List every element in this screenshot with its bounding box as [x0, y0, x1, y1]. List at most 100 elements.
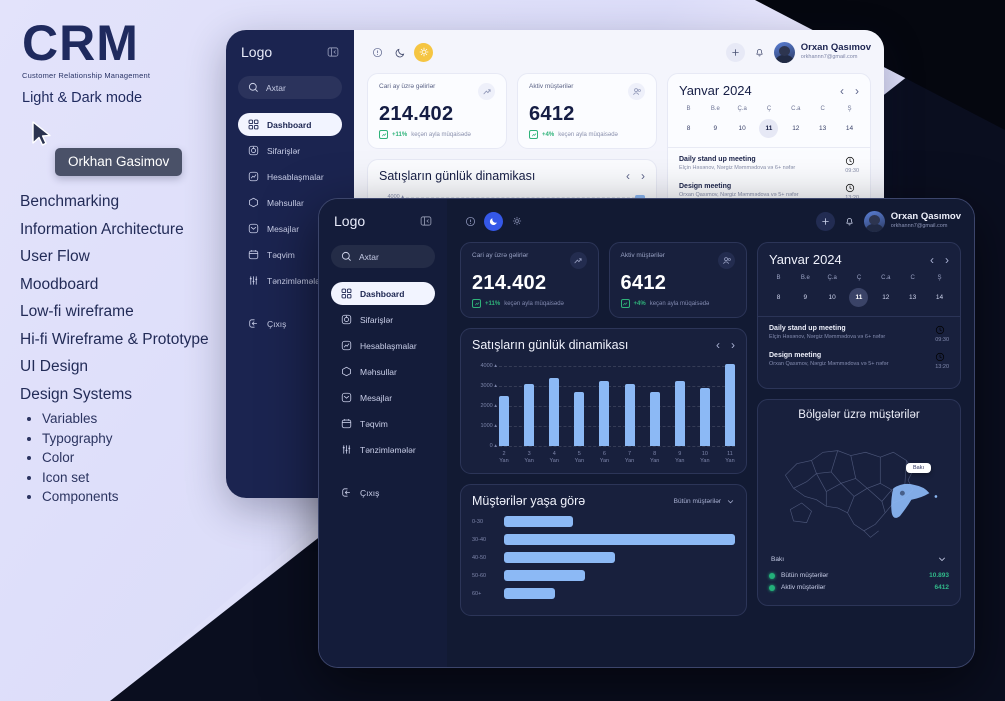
- info-icon[interactable]: [368, 43, 387, 62]
- sidebar-item-settlements[interactable]: Hesablaşmalar: [331, 334, 435, 357]
- bell-icon[interactable]: [844, 216, 855, 227]
- azerbaijan-map[interactable]: Bakı: [769, 425, 949, 547]
- sidebar-item-logout[interactable]: Çıxış: [331, 481, 435, 504]
- sidebar-item-dashboard[interactable]: Dashboard: [238, 113, 342, 136]
- age-row: 0-30: [472, 516, 735, 527]
- plus-icon[interactable]: [815, 211, 835, 231]
- calendar-day-selected[interactable]: 11: [759, 119, 779, 138]
- event-title: Design meeting: [769, 352, 822, 359]
- sidebar-item-products[interactable]: Məhsullar: [238, 191, 342, 214]
- legend-dot-icon: [769, 572, 775, 579]
- calendar-day[interactable]: 10: [828, 294, 836, 301]
- panel-collapse-icon[interactable]: [327, 46, 339, 58]
- search-input[interactable]: Axtar: [331, 245, 435, 268]
- dashboard-dark-panel[interactable]: Logo Axtar Dashboard Sifarişlər Hesablaş…: [318, 198, 975, 668]
- calendar-event[interactable]: Design meeting Orxan Qasımov, Nərgiz Məmm…: [769, 352, 949, 370]
- bar[interactable]: [724, 364, 735, 446]
- sidebar-item-messages[interactable]: Mesajlar: [331, 386, 435, 409]
- moon-icon[interactable]: [391, 43, 410, 62]
- calendar-weekday: C.a: [791, 106, 801, 112]
- sidebar-item-calendar[interactable]: Təqvim: [238, 243, 342, 266]
- bar[interactable]: [504, 588, 555, 599]
- calendar-day[interactable]: 10: [738, 125, 746, 132]
- sidebar-item-messages[interactable]: Mesajlar: [238, 217, 342, 240]
- bar[interactable]: [549, 378, 560, 446]
- theme-toggle[interactable]: [367, 42, 434, 63]
- trend-badge-icon: [620, 299, 630, 308]
- sidebar-item-products[interactable]: Məhsullar: [331, 360, 435, 383]
- chevron-left-icon[interactable]: ‹: [930, 252, 934, 267]
- calendar-day[interactable]: 9: [713, 125, 718, 132]
- sidebar-item-logout[interactable]: Çıxış: [238, 312, 342, 335]
- kpi-label: Aktiv müştərilər: [529, 83, 574, 90]
- bar[interactable]: [504, 552, 615, 563]
- bar[interactable]: [504, 534, 735, 545]
- calendar-event[interactable]: Daily stand up meeting Elçin Həsənov, Nər…: [679, 156, 859, 174]
- card-title: Satışların günlük dinamikası: [379, 169, 536, 183]
- chevron-right-icon[interactable]: ›: [731, 338, 735, 352]
- age-row: 40-50: [472, 552, 735, 563]
- chevron-left-icon[interactable]: ‹: [840, 83, 844, 98]
- chevron-right-icon[interactable]: ›: [945, 252, 949, 267]
- theme-toggle[interactable]: [460, 211, 527, 232]
- panel-collapse-icon[interactable]: [420, 215, 432, 227]
- list-item: Color: [42, 450, 260, 465]
- design-system-sublist: Variables Typography Color Icon set Comp…: [42, 411, 260, 504]
- bar[interactable]: [674, 381, 685, 446]
- bar[interactable]: [699, 388, 710, 446]
- calendar-day[interactable]: 13: [909, 294, 917, 301]
- sidebar-item-settlements[interactable]: Hesablaşmalar: [238, 165, 342, 188]
- sidebar-item-dashboard[interactable]: Dashboard: [331, 282, 435, 305]
- region-selector[interactable]: Bakı: [771, 554, 947, 564]
- bar[interactable]: [504, 570, 585, 581]
- bar[interactable]: [499, 396, 509, 446]
- calendar-day[interactable]: 9: [803, 294, 808, 301]
- gear-icon[interactable]: [507, 212, 526, 231]
- clock-icon: [935, 325, 949, 335]
- chevron-right-icon[interactable]: ›: [855, 83, 859, 98]
- bar[interactable]: [649, 392, 660, 446]
- age-track: [504, 570, 735, 581]
- calendar-day-selected[interactable]: 11: [849, 288, 869, 307]
- event-title: Daily stand up meeting: [679, 156, 756, 163]
- legend-value: 6412: [934, 584, 949, 591]
- sidebar-item-label: Tənzimləmələr: [360, 444, 416, 455]
- user-menu[interactable]: Orxan Qasımov orkhannn7@gmail.com: [863, 210, 961, 232]
- chevron-right-icon[interactable]: ›: [641, 169, 645, 183]
- user-menu[interactable]: Orxan Qasımov orkhannn7@gmail.com: [773, 41, 871, 63]
- calendar-day[interactable]: 8: [686, 125, 691, 132]
- plus-icon[interactable]: [725, 42, 745, 62]
- calendar-day[interactable]: 12: [792, 125, 800, 132]
- sidebar-item-settings[interactable]: Tənzimləmələr: [238, 269, 342, 292]
- calendar-event[interactable]: Daily stand up meeting Elçin Həsənov, Nər…: [769, 325, 949, 343]
- grid-icon: [341, 288, 352, 299]
- bar[interactable]: [524, 384, 535, 446]
- calendar-day[interactable]: 12: [882, 294, 890, 301]
- chevron-left-icon[interactable]: ‹: [716, 338, 720, 352]
- search-input[interactable]: Axtar: [238, 76, 342, 99]
- customers-by-age-card: Müştərilər yaşa görə Bütün müştərilər 0-…: [460, 484, 747, 616]
- sidebar-item-settings[interactable]: Tənzimləmələr: [331, 438, 435, 461]
- sidebar-item-orders[interactable]: Sifarişlər: [331, 308, 435, 331]
- bell-icon[interactable]: [754, 47, 765, 58]
- map-legend: Bütün müştərilər 10.893 Aktiv müştərilər 64…: [769, 572, 949, 591]
- filter-label: Bütün müştərilər: [673, 497, 721, 505]
- sidebar-item-calendar[interactable]: Təqvim: [331, 412, 435, 435]
- bar[interactable]: [624, 384, 635, 446]
- info-icon[interactable]: [461, 212, 480, 231]
- calendar-day[interactable]: 8: [776, 294, 781, 301]
- bar[interactable]: [504, 516, 574, 527]
- sidebar-item-orders[interactable]: Sifarişlər: [238, 139, 342, 162]
- moon-icon[interactable]: [484, 211, 503, 231]
- chevron-left-icon[interactable]: ‹: [626, 169, 630, 183]
- calendar-day[interactable]: 13: [819, 125, 827, 132]
- calendar-day[interactable]: 14: [935, 294, 944, 301]
- event-title: Design meeting: [679, 183, 732, 190]
- bar[interactable]: [599, 381, 610, 446]
- calendar-day[interactable]: 14: [845, 125, 854, 132]
- sun-icon[interactable]: [414, 42, 433, 62]
- trend-badge-icon: [379, 130, 388, 139]
- bar[interactable]: [574, 392, 585, 446]
- customer-filter-dropdown[interactable]: Bütün müştərilər: [674, 497, 735, 506]
